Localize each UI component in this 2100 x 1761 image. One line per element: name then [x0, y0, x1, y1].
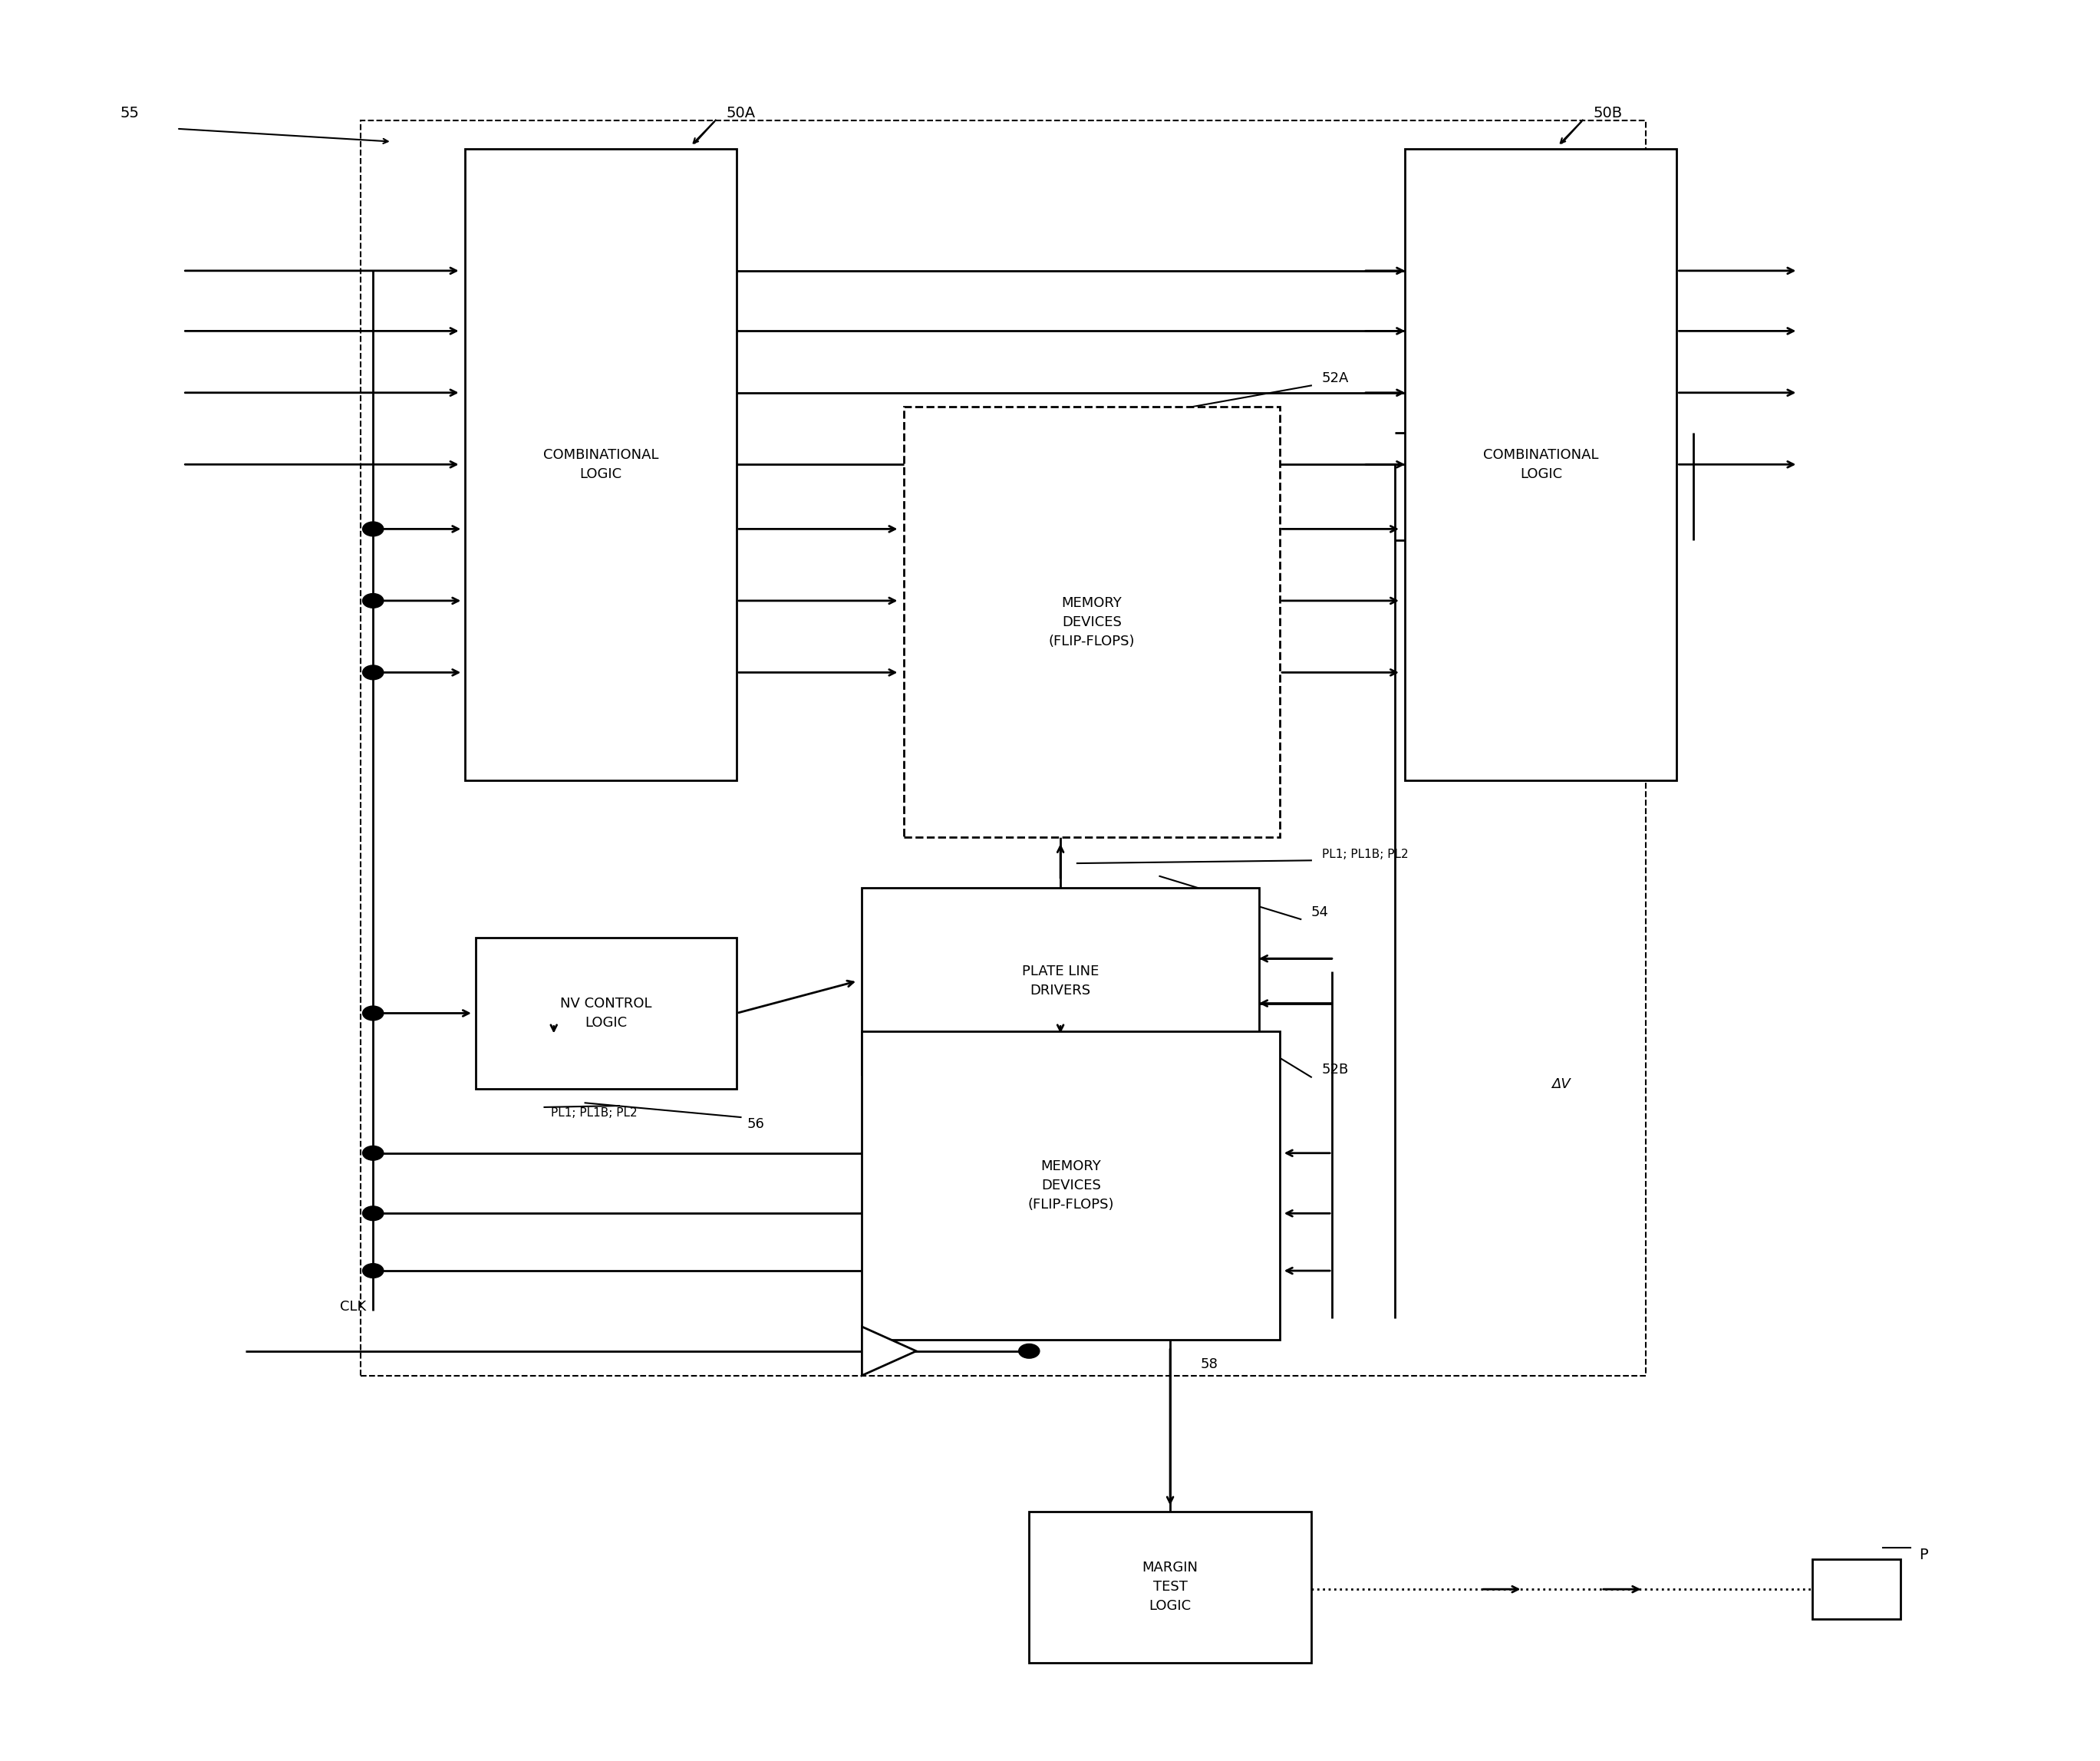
Text: COMBINATIONAL
LOGIC: COMBINATIONAL LOGIC	[1483, 447, 1598, 481]
Text: 52B: 52B	[1321, 1064, 1348, 1076]
Text: CLK: CLK	[340, 1300, 365, 1314]
Text: ΔV: ΔV	[1552, 1078, 1571, 1092]
Bar	[1812, 1558, 1900, 1620]
Text: PL1; PL1B; PL2: PL1; PL1B; PL2	[550, 1108, 636, 1118]
Bar	[361, 120, 1646, 1375]
Circle shape	[363, 1264, 384, 1278]
Text: 52A: 52A	[1321, 372, 1348, 386]
Bar	[861, 1032, 1279, 1340]
Text: P: P	[1919, 1548, 1928, 1562]
Text: 58: 58	[1201, 1358, 1218, 1372]
Circle shape	[363, 666, 384, 680]
Bar	[464, 148, 737, 780]
Circle shape	[363, 1206, 384, 1220]
Bar	[1029, 1511, 1310, 1662]
Circle shape	[1018, 1344, 1040, 1358]
Text: PL1; PL1B; PL2: PL1; PL1B; PL2	[1321, 849, 1407, 861]
Bar	[861, 888, 1258, 1074]
Text: PLATE LINE
DRIVERS: PLATE LINE DRIVERS	[1023, 965, 1098, 997]
Text: MEMORY
DEVICES
(FLIP-FLOPS): MEMORY DEVICES (FLIP-FLOPS)	[1048, 597, 1134, 648]
Bar	[475, 939, 737, 1088]
Text: NV CONTROL
LOGIC: NV CONTROL LOGIC	[561, 997, 651, 1030]
Text: MEMORY
DEVICES
(FLIP-FLOPS): MEMORY DEVICES (FLIP-FLOPS)	[1027, 1159, 1115, 1212]
Circle shape	[363, 593, 384, 608]
Polygon shape	[861, 1326, 916, 1375]
Text: 56: 56	[748, 1118, 764, 1131]
Text: 50B: 50B	[1594, 106, 1623, 120]
Text: 55: 55	[120, 106, 139, 120]
Text: MARGIN
TEST
LOGIC: MARGIN TEST LOGIC	[1142, 1560, 1199, 1613]
Circle shape	[363, 521, 384, 535]
Circle shape	[363, 1006, 384, 1020]
Bar	[903, 407, 1279, 838]
Text: 54: 54	[1310, 905, 1329, 919]
Text: COMBINATIONAL
LOGIC: COMBINATIONAL LOGIC	[544, 447, 659, 481]
Bar	[1405, 148, 1676, 780]
Text: 50A: 50A	[727, 106, 756, 120]
Circle shape	[363, 1146, 384, 1160]
